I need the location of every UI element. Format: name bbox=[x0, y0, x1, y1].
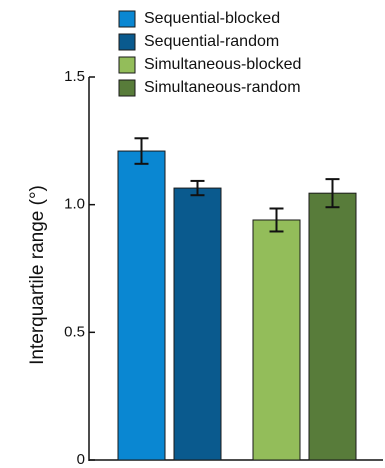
legend-swatch bbox=[118, 79, 136, 97]
y-axis-title: Interquartile range (°) bbox=[27, 185, 48, 365]
bar bbox=[117, 150, 166, 461]
legend-label: Simultaneous-random bbox=[144, 79, 301, 96]
legend-swatch bbox=[118, 33, 136, 51]
legend-label: Simultaneous-blocked bbox=[144, 56, 301, 73]
y-tick-label: 1.5 bbox=[64, 68, 85, 85]
legend-swatch bbox=[118, 56, 136, 74]
legend-swatch bbox=[118, 10, 136, 28]
y-tick-label: 0.5 bbox=[64, 323, 85, 340]
y-tick-label: 1.0 bbox=[64, 196, 85, 213]
bars-group bbox=[117, 137, 357, 461]
bar bbox=[308, 192, 357, 461]
legend: Sequential-blocked Sequential-random Simul… bbox=[118, 10, 301, 97]
bar bbox=[173, 187, 222, 461]
bar bbox=[252, 219, 301, 461]
legend-label: Sequential-random bbox=[144, 33, 279, 50]
legend-label: Sequential-blocked bbox=[144, 10, 280, 27]
y-tick-label: 0 bbox=[77, 451, 85, 468]
